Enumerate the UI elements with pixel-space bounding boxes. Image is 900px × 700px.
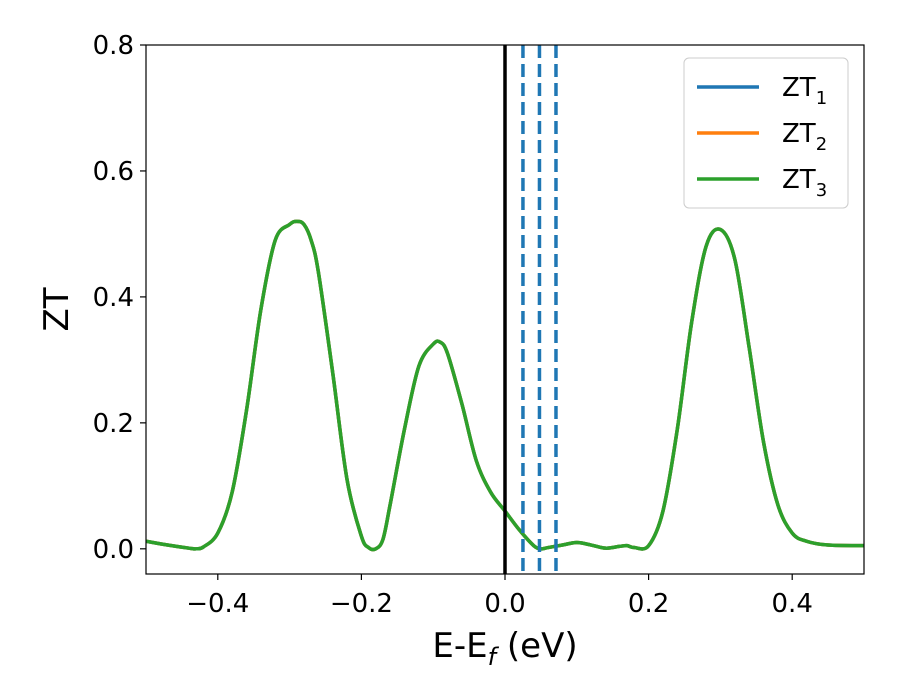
x-tick-label: 0.0 [484, 589, 525, 619]
plot-area [146, 45, 864, 574]
x-tick-label: 0.2 [628, 589, 669, 619]
y-tick-label: 0.4 [93, 283, 134, 313]
x-axis-label: E-Ef (eV) [432, 626, 577, 671]
x-axis-label-main: E-E [432, 626, 487, 666]
y-tick-label: 0.2 [93, 409, 134, 439]
legend-label-2: ZT2 [782, 119, 827, 155]
legend-label-3: ZT3 [782, 165, 827, 201]
x-tick-label: −0.2 [330, 589, 393, 619]
y-axis-label: ZT [37, 287, 77, 331]
y-tick-label: 0.0 [93, 535, 134, 565]
legend-box [683, 57, 849, 209]
x-tick-label: −0.4 [186, 589, 249, 619]
legend-label-1: ZT1 [782, 73, 827, 109]
x-tick-label: 0.4 [772, 589, 813, 619]
y-tick-label: 0.8 [93, 31, 134, 61]
series-line-3 [146, 219, 864, 552]
legend: ZT1 ZT2 ZT3 [683, 57, 849, 209]
ticks: −0.4 −0.2 0.0 0.2 0.4 0.0 0.2 0.4 0.6 0.8 [93, 31, 813, 619]
x-axis-label-unit: (eV) [496, 626, 578, 666]
y-tick-label: 0.6 [93, 157, 134, 187]
